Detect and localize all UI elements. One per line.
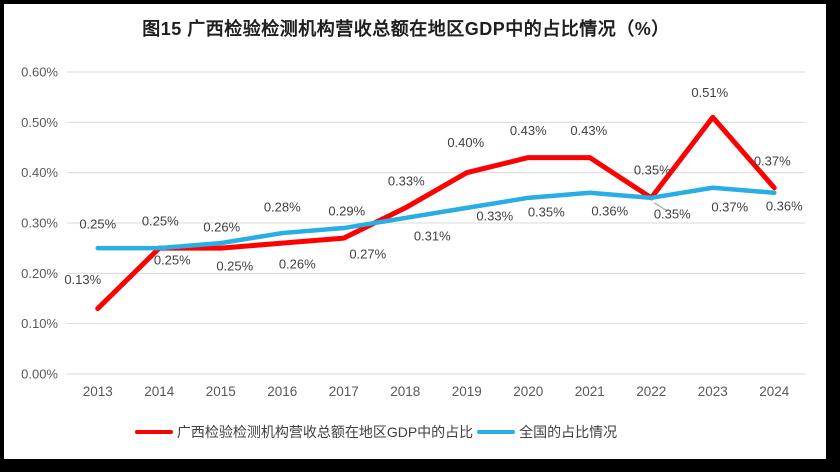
chart-title: 图15 广西检验检测机构营收总额在地区GDP中的占比情况（%） xyxy=(142,19,670,39)
data-label: 0.27% xyxy=(349,247,386,262)
data-label: 0.36% xyxy=(766,198,803,213)
data-label: 0.33% xyxy=(388,173,425,188)
data-label: 0.51% xyxy=(691,85,728,100)
legend-label-national: 全国的占比情况 xyxy=(519,424,618,440)
x-tick-label: 2015 xyxy=(206,384,236,399)
legend-label-guangxi: 广西检验检测机构营收总额在地区GDP中的占比 xyxy=(176,424,474,440)
data-label: 0.37% xyxy=(754,153,791,168)
x-tick-label: 2017 xyxy=(329,384,359,399)
y-tick-label: 0.50% xyxy=(21,115,58,130)
legend-swatch-guangxi xyxy=(134,430,173,434)
x-tick-label: 2022 xyxy=(636,384,666,399)
y-tick-label: 0.60% xyxy=(21,65,58,80)
x-tick-label: 2016 xyxy=(267,384,297,399)
data-label: 0.25% xyxy=(142,214,179,229)
data-label: 0.43% xyxy=(570,123,607,138)
x-tick-label: 2023 xyxy=(698,384,728,399)
data-label: 0.40% xyxy=(447,135,484,150)
data-label: 0.28% xyxy=(264,200,301,215)
data-label: 0.25% xyxy=(216,259,253,274)
data-label: 0.35% xyxy=(528,204,565,219)
data-label: 0.26% xyxy=(279,257,316,272)
data-label: 0.35% xyxy=(634,162,671,177)
legend: 广西检验检测机构营收总额在地区GDP中的占比 全国的占比情况 xyxy=(0,422,752,442)
data-label: 0.37% xyxy=(711,199,748,214)
x-tick-label: 2019 xyxy=(452,384,482,399)
label-leader-line xyxy=(653,202,668,212)
series-line-1 xyxy=(95,185,777,251)
data-label: 0.25% xyxy=(154,253,191,268)
y-tick-label: 0.10% xyxy=(21,316,58,331)
data-label: 0.13% xyxy=(64,272,101,287)
x-tick-label: 2014 xyxy=(144,384,175,399)
legend-swatch-national xyxy=(477,430,516,434)
x-tick-label: 2013 xyxy=(83,384,113,399)
y-tick-label: 0.30% xyxy=(21,216,58,231)
x-tick-label: 2020 xyxy=(513,384,543,399)
data-label: 0.35% xyxy=(654,206,691,221)
data-label: 0.43% xyxy=(510,123,547,138)
series-line-0 xyxy=(95,114,777,312)
data-label: 0.31% xyxy=(414,228,451,243)
data-label: 0.36% xyxy=(591,203,628,218)
y-tick-label: 0.40% xyxy=(21,165,58,180)
data-label: 0.25% xyxy=(79,217,116,232)
y-tick-label: 0.20% xyxy=(21,266,58,281)
x-tick-label: 2021 xyxy=(575,384,605,399)
data-label: 0.29% xyxy=(328,204,365,219)
x-tick-label: 2024 xyxy=(759,384,790,399)
y-tick-label: 0.00% xyxy=(21,367,58,382)
data-label: 0.26% xyxy=(203,220,240,235)
data-label: 0.33% xyxy=(476,208,513,223)
x-tick-label: 2018 xyxy=(390,384,420,399)
